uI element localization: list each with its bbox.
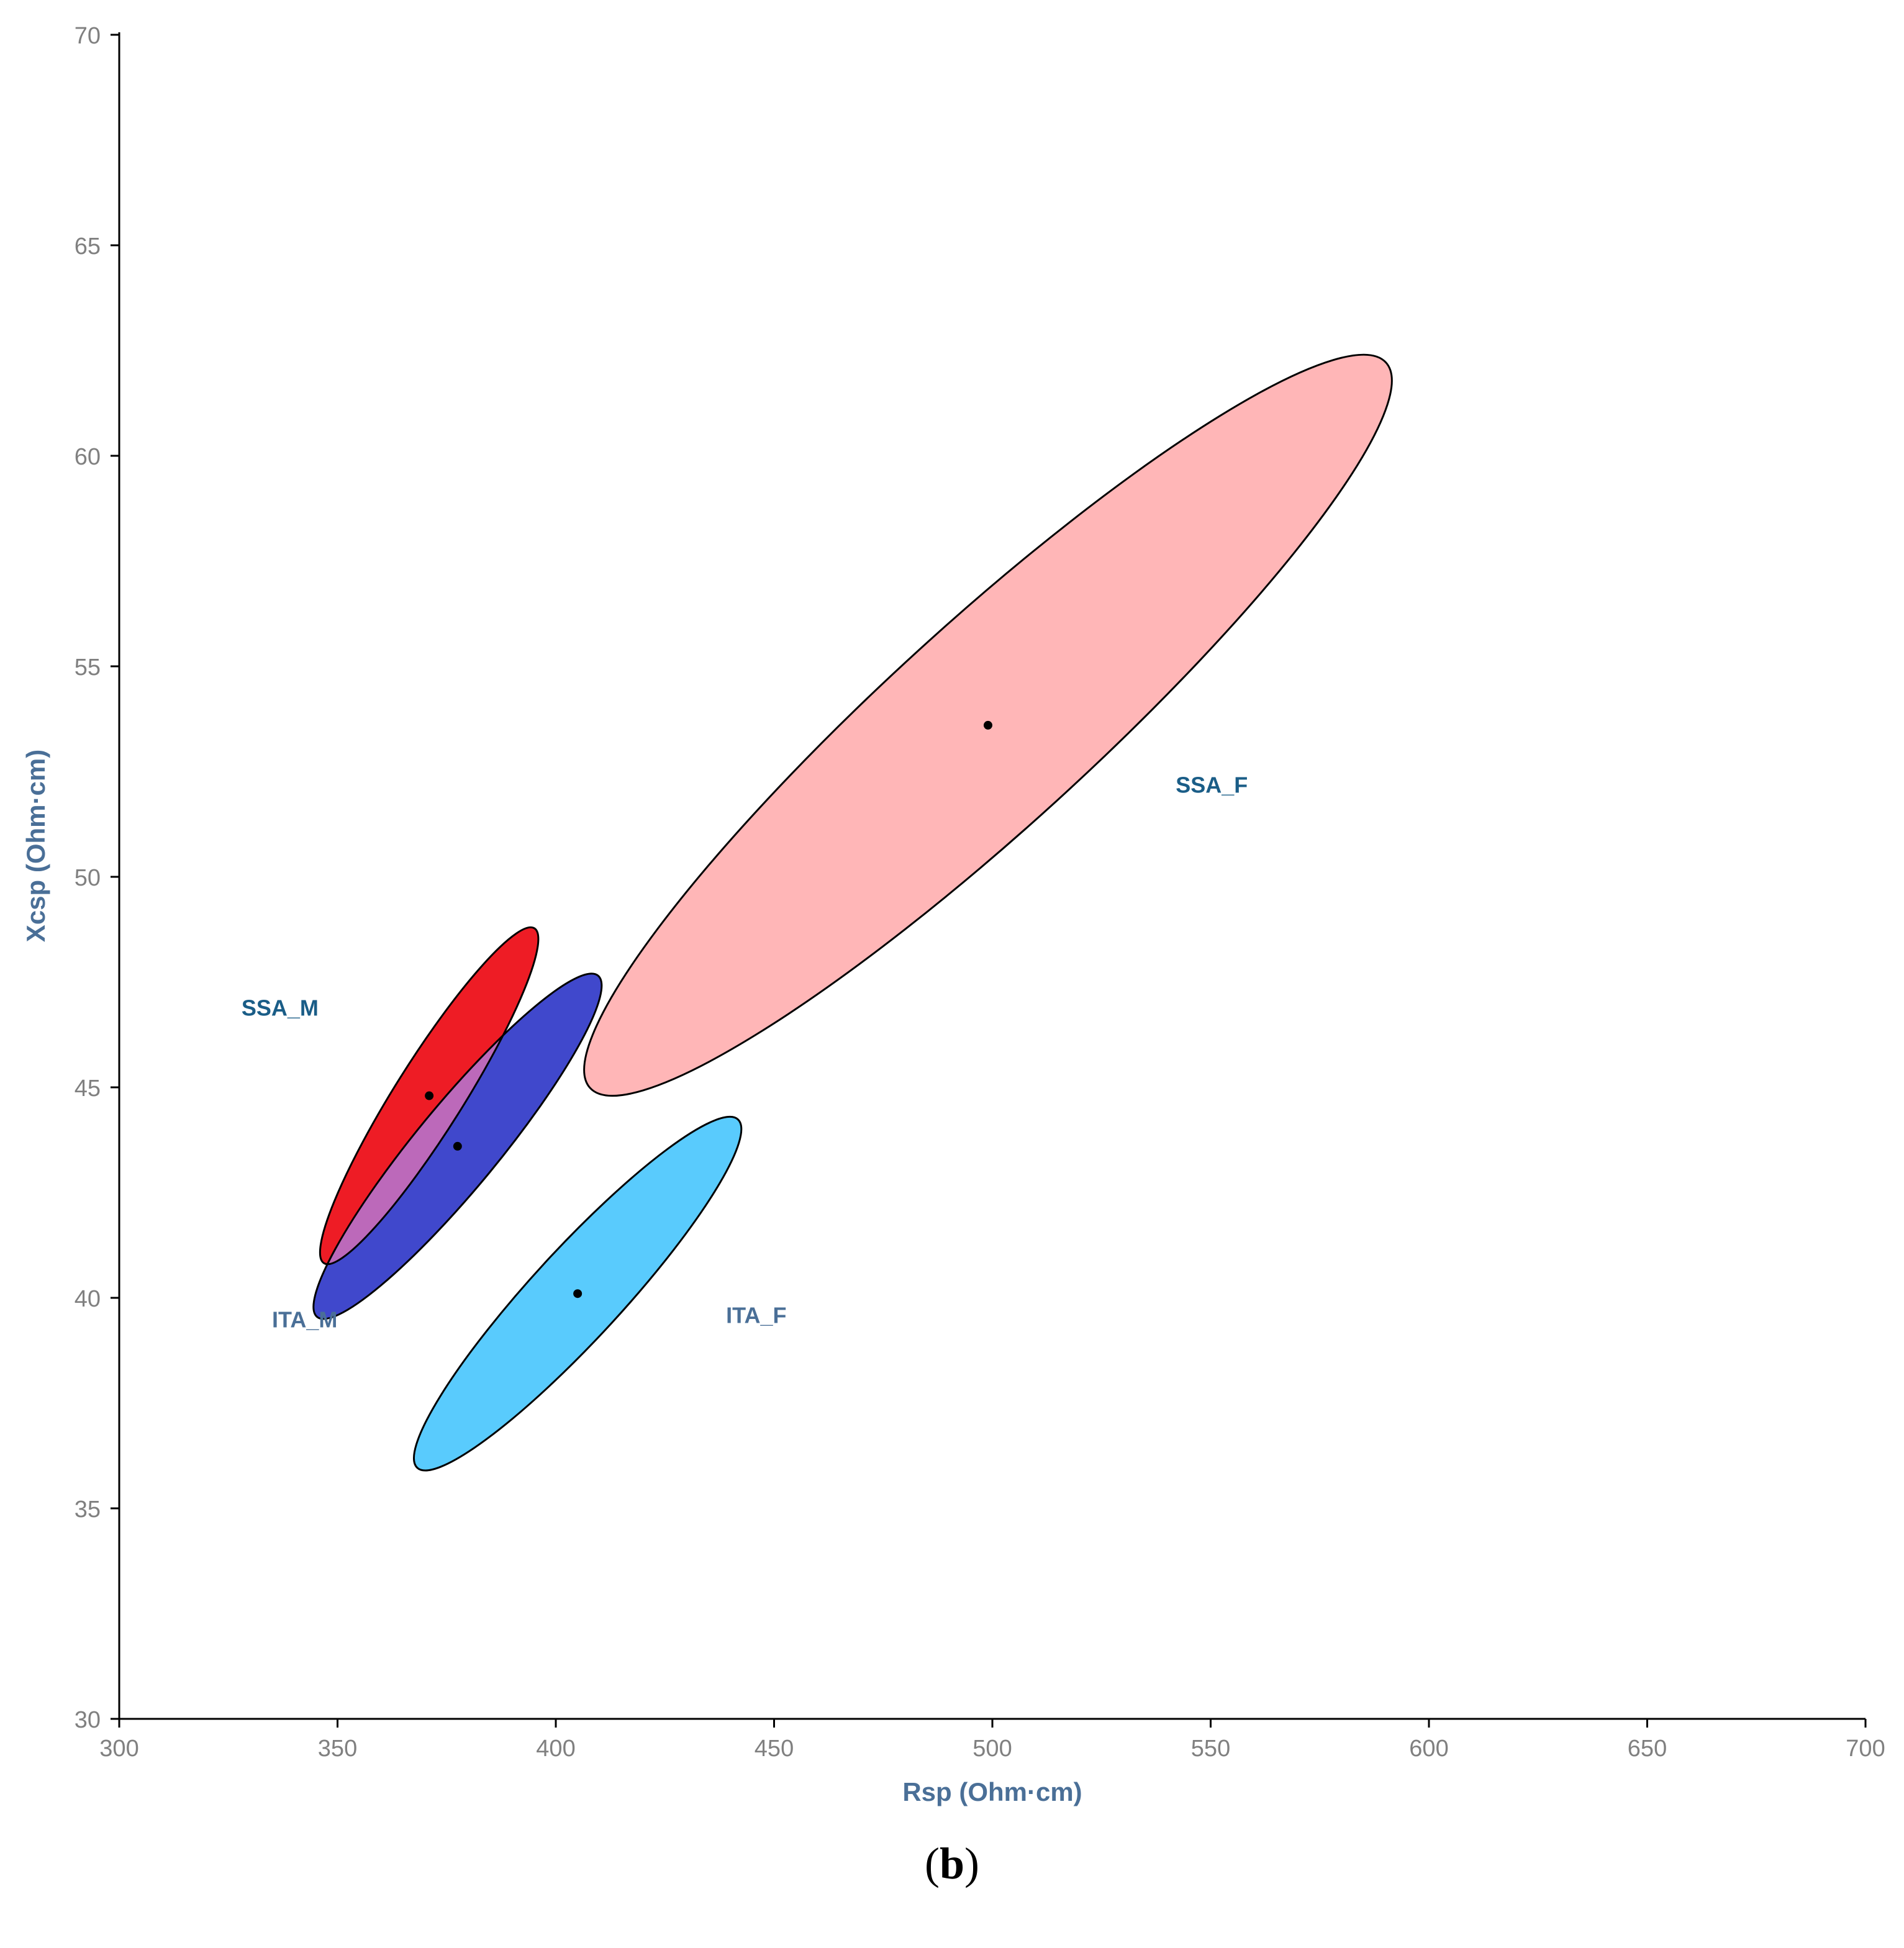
y-tick-label-40: 40 [75, 1286, 101, 1312]
y-tick-label-70: 70 [75, 23, 101, 49]
caption-close: ) [964, 1839, 979, 1888]
y-tick-label-55: 55 [75, 655, 101, 681]
ellipse-layer [312, 353, 1393, 1472]
ellipse-label-ssa-m: SSA_M [242, 995, 319, 1021]
y-tick-label-65: 65 [75, 233, 101, 260]
ellipse-outline-ssa-m [319, 926, 540, 1266]
center-point-ita-f [573, 1289, 583, 1298]
center-point-ita-m [453, 1141, 462, 1151]
axes-layer: 300 350 400 450 500 550 600 650 700 30 35 40 45 50 55 6… [21, 23, 1885, 1806]
ellipse-outline-ita-m [312, 972, 603, 1320]
ellipse-label-ssa-f: SSA_F [1176, 772, 1248, 797]
x-tick-label-550: 550 [1191, 1736, 1230, 1762]
x-tick-label-650: 650 [1628, 1736, 1667, 1762]
x-tick-label-700: 700 [1846, 1736, 1885, 1762]
y-tick-label-35: 35 [75, 1497, 101, 1523]
x-tick-label-450: 450 [755, 1736, 794, 1762]
ellipse-outline-ssa-f [583, 353, 1393, 1097]
center-point-ssa-m [425, 1091, 434, 1100]
x-tick-label-600: 600 [1409, 1736, 1448, 1762]
y-axis-title: Xcsp (Ohm·cm) [21, 750, 50, 942]
caption-open: ( [924, 1839, 940, 1888]
x-axis-title: Rsp (Ohm·cm) [902, 1777, 1082, 1806]
caption-letter: b [939, 1839, 965, 1888]
ellipse-label-ita-m: ITA_M [272, 1307, 337, 1332]
y-tick-label-50: 50 [75, 865, 101, 891]
figure-caption: (b) [0, 1838, 1904, 1890]
x-tick-label-300: 300 [99, 1736, 138, 1762]
y-tick-label-30: 30 [75, 1707, 101, 1733]
label-layer: SSA_F ITA_M SSA_M ITA_F [242, 772, 1248, 1332]
y-tick-label-60: 60 [75, 444, 101, 470]
ellipse-outline-ita-f [413, 1115, 743, 1472]
y-tick-label-45: 45 [75, 1076, 101, 1102]
x-tick-label-400: 400 [536, 1736, 575, 1762]
x-tick-label-350: 350 [318, 1736, 357, 1762]
center-point-ssa-f [983, 720, 992, 730]
x-tick-label-500: 500 [972, 1736, 1012, 1762]
ellipse-label-ita-f: ITA_F [726, 1303, 786, 1328]
